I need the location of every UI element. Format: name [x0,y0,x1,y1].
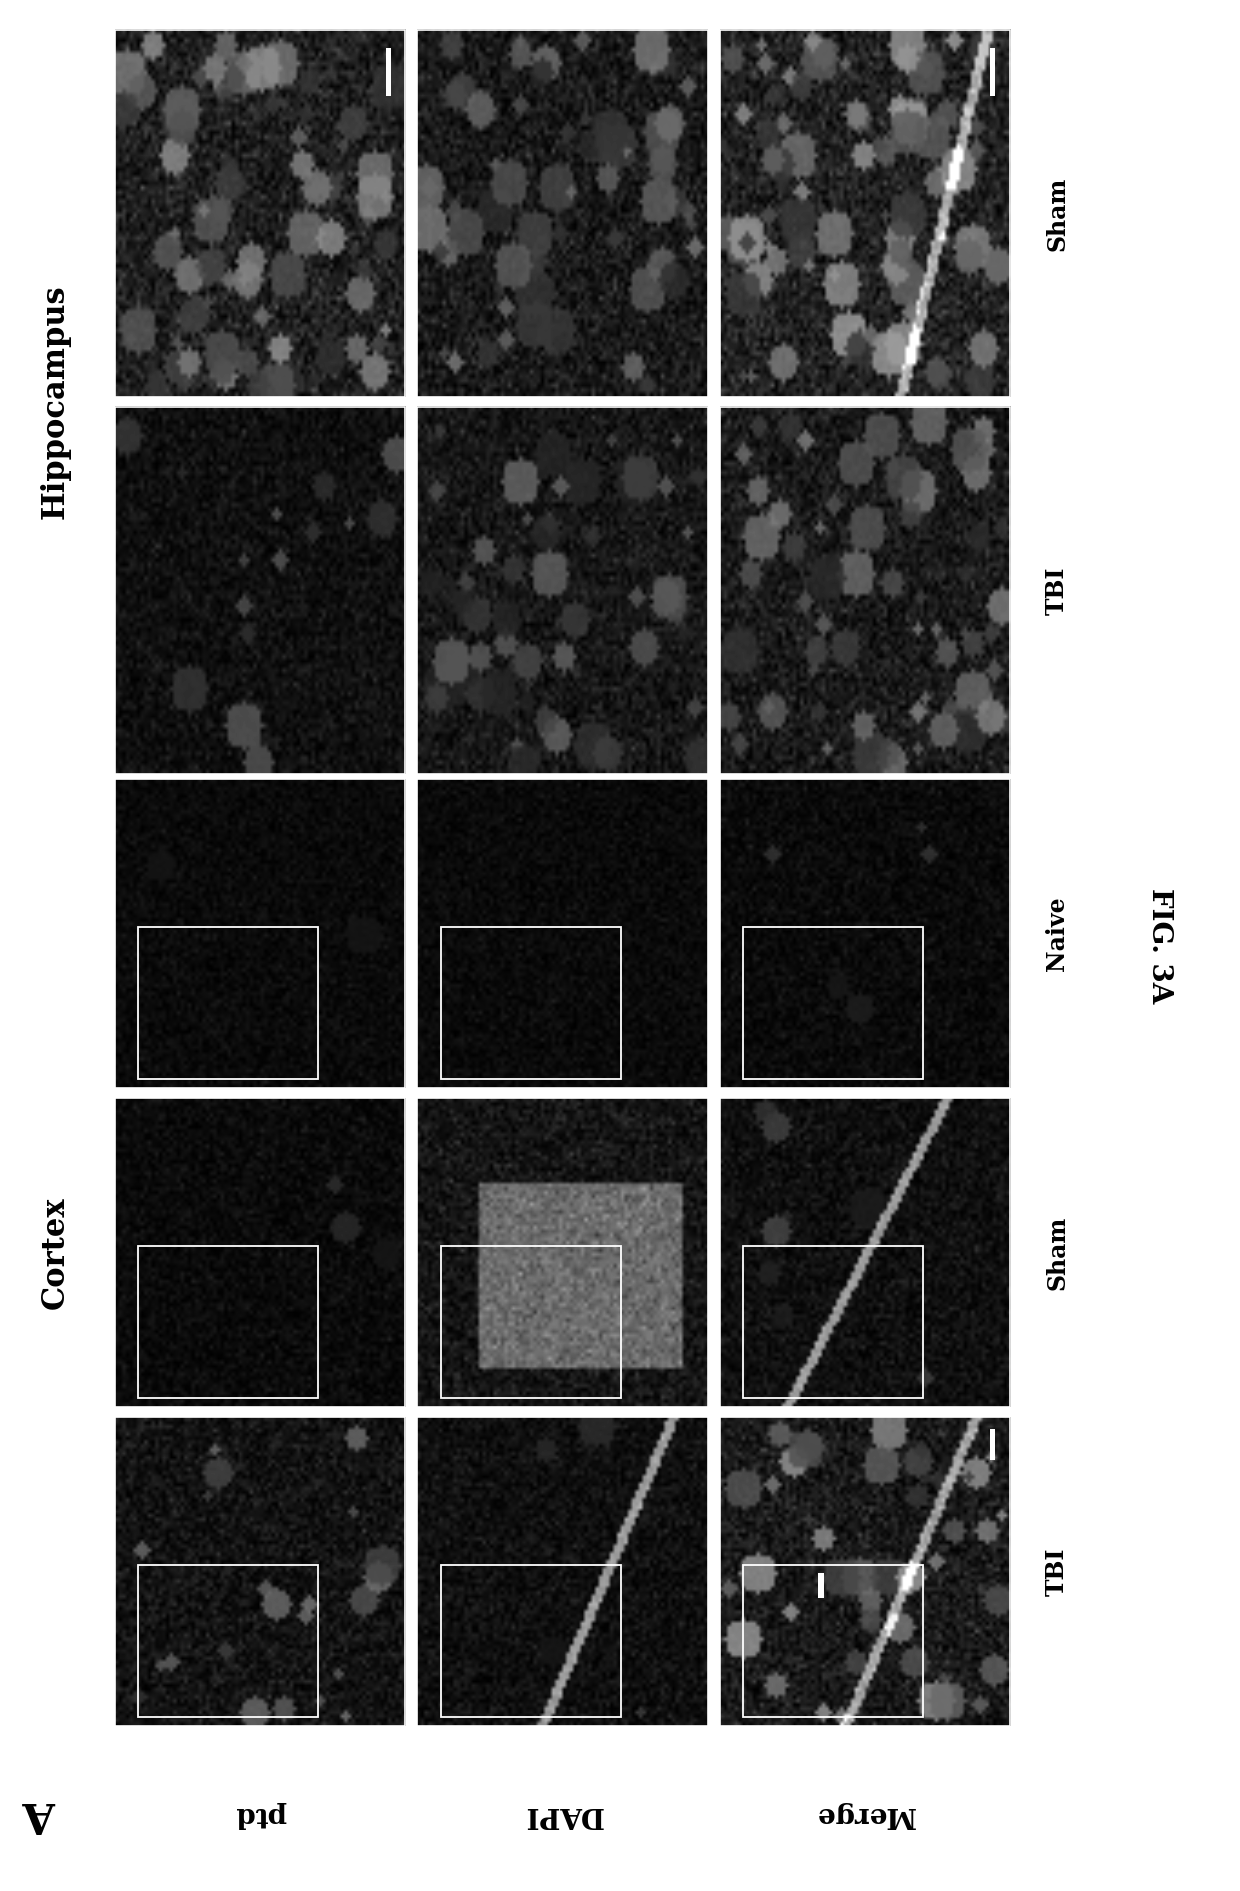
Bar [115,407,405,773]
Bar [743,1246,923,1397]
Bar [115,1416,405,1726]
Bar [115,779,405,1087]
Bar [386,49,391,96]
Bar [719,30,1011,397]
Text: TBI: TBI [1045,565,1069,615]
Bar [138,927,319,1078]
Bar [991,49,996,96]
Bar [991,1430,996,1460]
Bar [418,1099,708,1407]
Bar [719,779,1011,1087]
Bar [418,1416,708,1726]
Text: Sham: Sham [1045,1216,1069,1290]
Bar [719,407,1011,773]
Text: TBI: TBI [1045,1547,1069,1596]
Bar [743,1566,923,1717]
Bar [818,1573,823,1598]
Bar [440,927,620,1078]
Bar [440,1566,620,1717]
Bar [743,927,923,1078]
Bar [418,30,708,397]
Bar [138,1566,319,1717]
Text: DAPI: DAPI [523,1800,603,1829]
Bar [115,30,405,397]
Text: ptd: ptd [234,1800,286,1829]
Text: Sham: Sham [1045,176,1069,252]
Bar [719,1416,1011,1726]
Bar [418,779,708,1087]
Text: FIG. 3A: FIG. 3A [1146,887,1173,1004]
Bar [440,1246,620,1397]
Text: Naive: Naive [1045,896,1069,970]
Text: Hippocampus: Hippocampus [40,286,71,520]
Text: Merge: Merge [815,1800,915,1829]
Text: A: A [24,1793,57,1836]
Bar [719,1099,1011,1407]
Text: Cortex: Cortex [40,1197,71,1309]
Bar [115,1099,405,1407]
Bar [418,407,708,773]
Bar [138,1246,319,1397]
